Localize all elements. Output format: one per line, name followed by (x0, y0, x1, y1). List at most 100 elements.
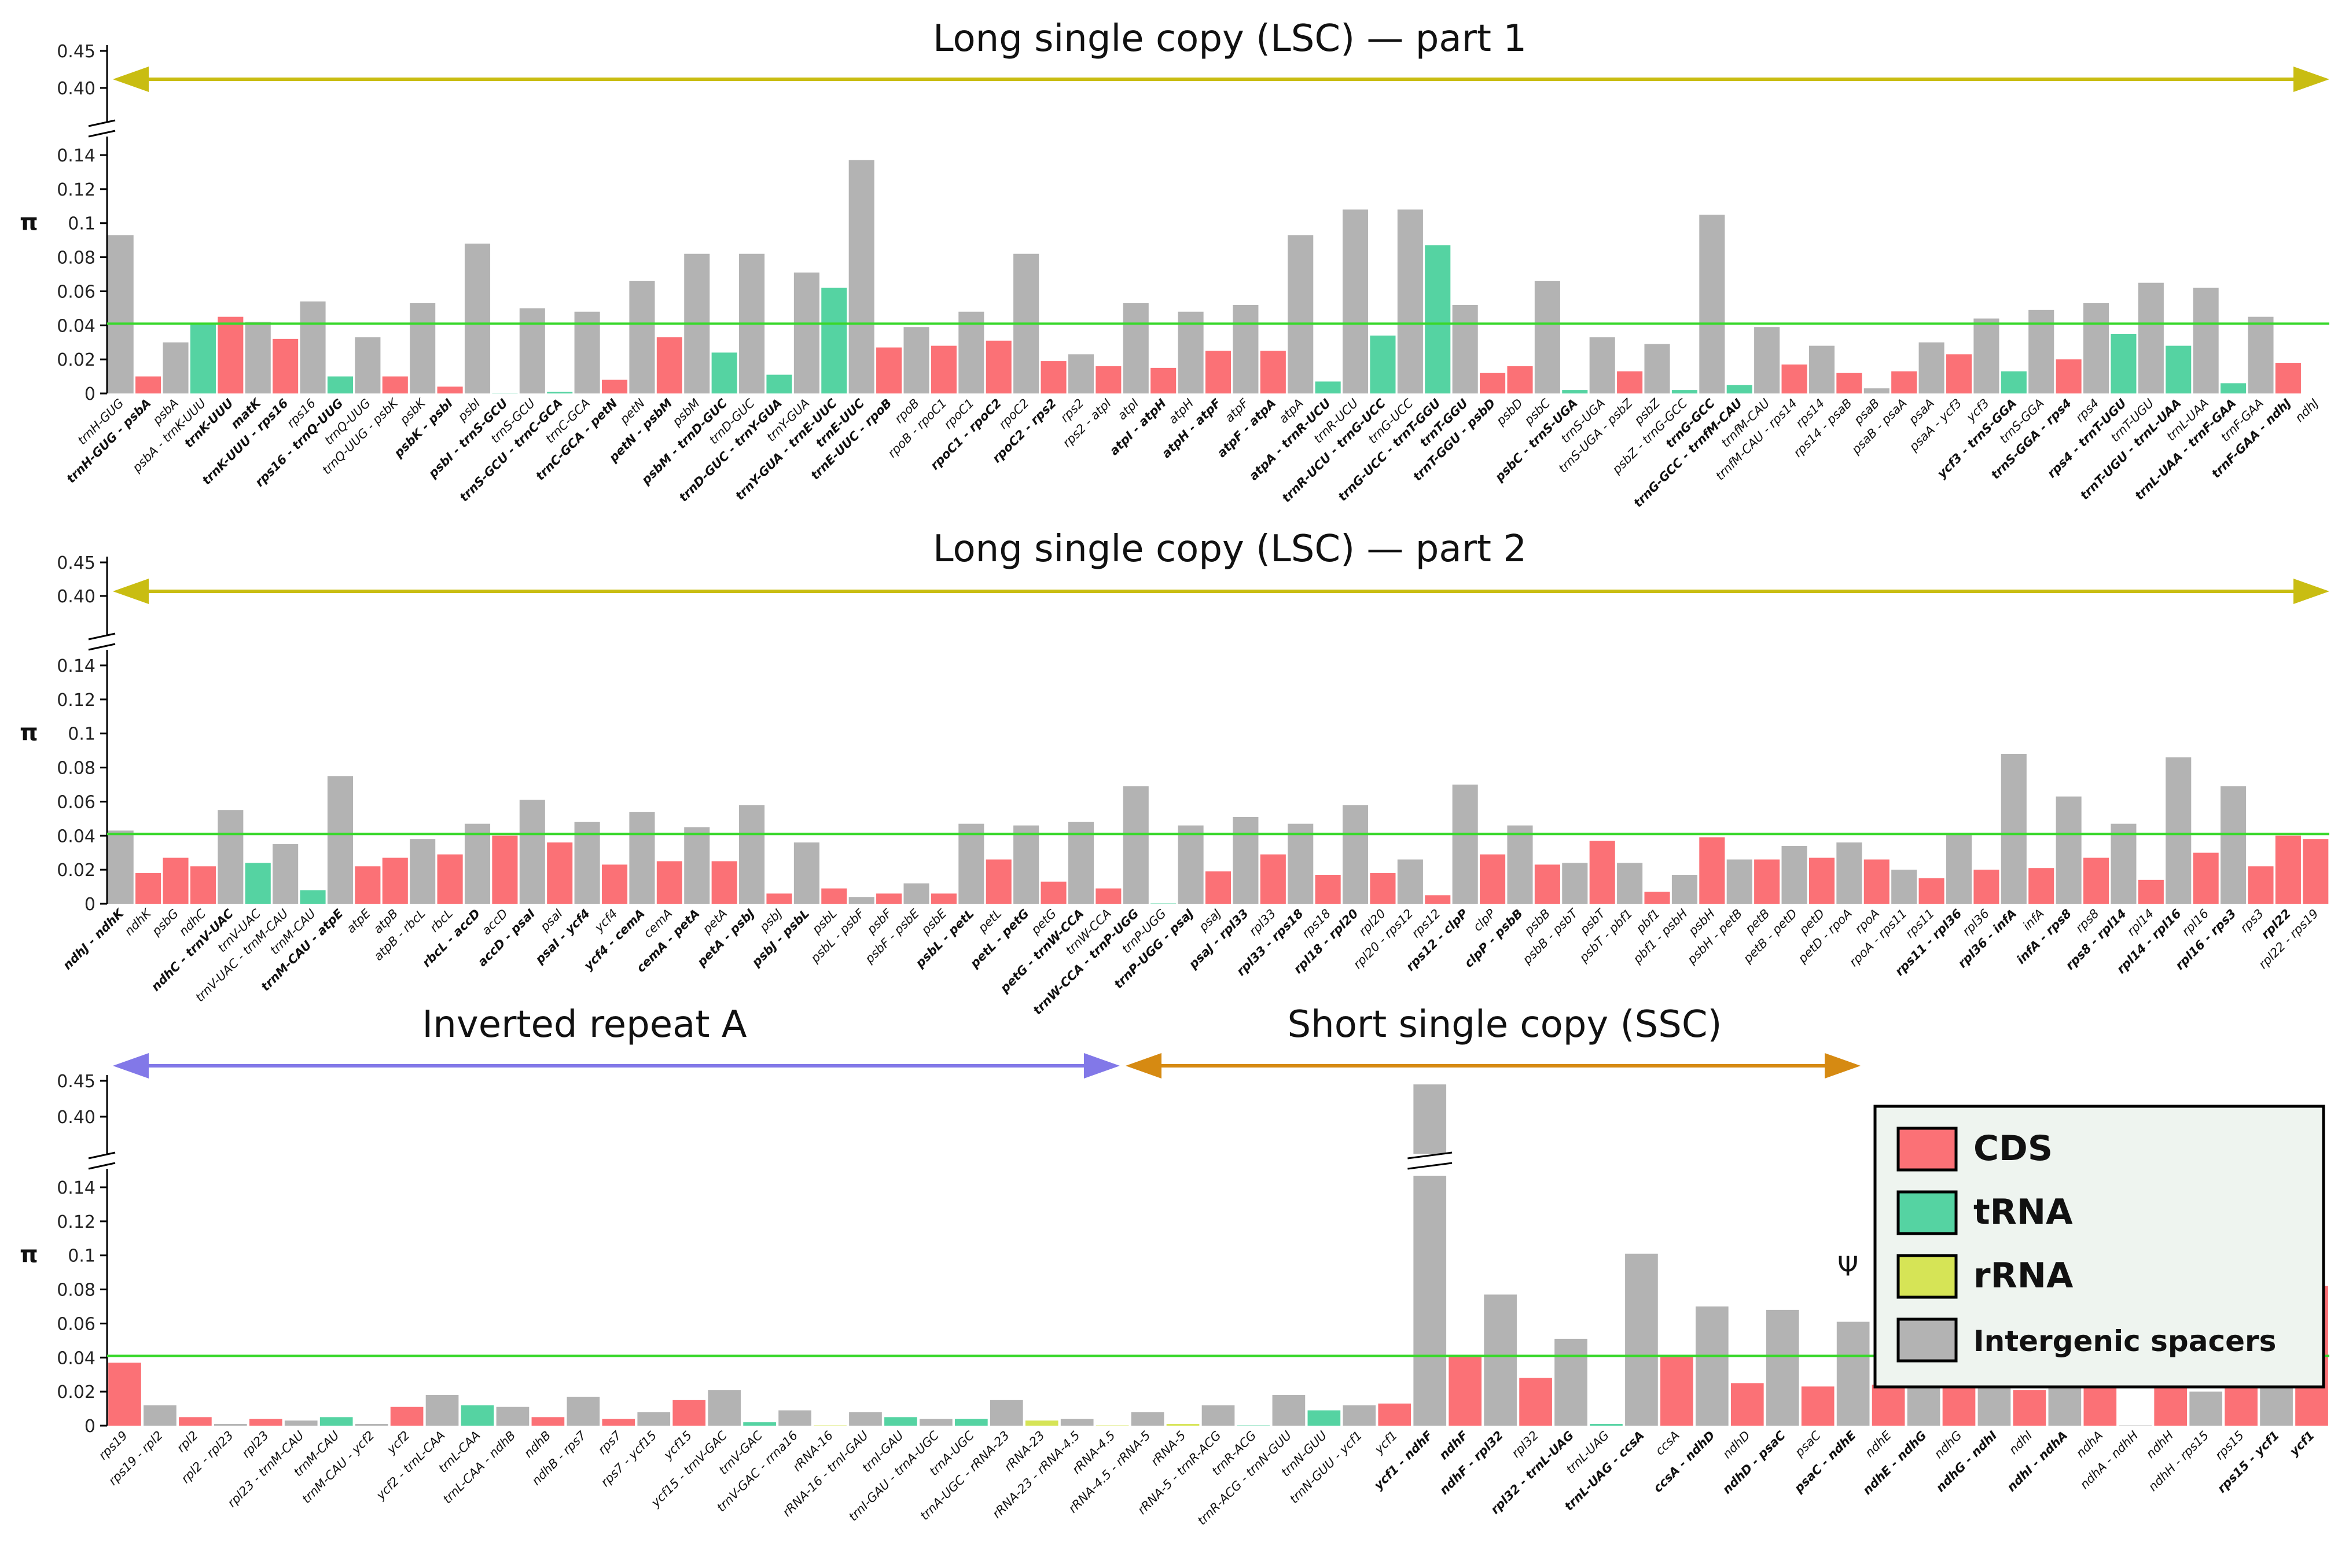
bar-CDS (1946, 354, 1972, 393)
bar-spacer (958, 311, 984, 393)
bar-CDS (355, 866, 381, 904)
x-tick-label: ycf2 (384, 1429, 412, 1457)
bar-tRNA (711, 352, 737, 393)
bar-spacer (1201, 1405, 1235, 1426)
bar-CDS (1260, 351, 1286, 393)
x-tick-label: ndhE - ndhG (1860, 1429, 1929, 1497)
bar-spacer (1413, 1176, 1447, 1426)
bar-tRNA (766, 374, 792, 393)
bar-spacer (519, 800, 545, 904)
bar-spacer (144, 1405, 177, 1426)
x-tick-label: ndhI (2006, 1429, 2035, 1457)
bar-CDS (1096, 888, 1122, 904)
bar-CDS (2193, 852, 2219, 904)
x-tick-label: ccsA (1653, 1429, 1682, 1458)
y-axis-label: π (20, 209, 38, 236)
bar-spacer (1534, 281, 1560, 393)
bar-CDS (2154, 1388, 2188, 1426)
x-tick-label: rps7 (595, 1428, 624, 1457)
bar-spacer (1671, 874, 1697, 904)
bar-spacer (1123, 786, 1149, 904)
bar-CDS (876, 893, 902, 904)
ira-arrow-head-left (113, 1053, 149, 1079)
x-tick-label: psaC - ndhE (1791, 1428, 1859, 1496)
x-tick-label: ndhI - ndhA (2004, 1429, 2070, 1495)
bar-spacer (1068, 822, 1094, 904)
bar-spacer (218, 810, 244, 904)
bar-CDS (931, 345, 957, 393)
panel-1: Long single copy (LSC) — part 1 0 0.02 0.04… (20, 17, 2329, 510)
x-tick-label: ndhD (1720, 1429, 1753, 1462)
bar-CDS (2275, 363, 2301, 393)
ssc-arrow-head-right (1825, 1053, 1861, 1079)
bar-spacer (284, 1420, 318, 1426)
bar-tRNA (319, 1417, 353, 1426)
bar-spacer (2221, 786, 2247, 904)
bar-spacer (793, 273, 819, 393)
bar-spacer (355, 1424, 388, 1426)
x-tick-label: rpl2 (174, 1429, 201, 1455)
bar-CDS (2275, 835, 2301, 904)
x-tick-label: ndhF (1436, 1428, 1471, 1462)
bar-spacer (1836, 1322, 1870, 1426)
bar-CDS (190, 866, 216, 904)
bar-CDS (273, 338, 299, 393)
bar-spacer (2083, 303, 2109, 393)
x-tick-label: ndhA (2074, 1429, 2105, 1460)
bar-spacer (1766, 1309, 1799, 1426)
bar-spacer (778, 1410, 811, 1426)
x-tick-label: ndhJ (2292, 396, 2321, 425)
y-tick-label: 0.04 (57, 316, 95, 336)
bar-CDS (1660, 1356, 1693, 1426)
bar-rRNA (1025, 1420, 1058, 1426)
bar-CDS (1378, 1403, 1411, 1426)
bars (108, 754, 2329, 904)
bar-CDS (656, 337, 682, 393)
y-axis-label: π (20, 720, 38, 746)
bar-tRNA (743, 1422, 776, 1426)
bar-spacer (1342, 209, 1369, 393)
x-tick-label: ndhE (1862, 1428, 1894, 1460)
bar-CDS (1973, 870, 1999, 904)
bar-CDS (1617, 371, 1643, 393)
y-tick-label: 0.40 (57, 1107, 95, 1128)
y-tick-label: 0.08 (57, 759, 95, 779)
bar-CDS (1480, 854, 1506, 904)
bar-spacer (574, 311, 600, 393)
bar-CDS (821, 888, 847, 904)
bar-CDS (2138, 879, 2164, 904)
bar-spacer (273, 844, 299, 904)
bar-CDS (2248, 866, 2274, 904)
bar-spacer (1397, 209, 1423, 393)
pseudogene-marker: Ψ (1837, 1251, 1858, 1282)
y-tick-label: 0.12 (57, 1212, 95, 1232)
bar-spacer (1068, 354, 1094, 393)
bar-CDS (108, 1363, 141, 1426)
bar-spacer (1452, 785, 1478, 904)
bar-CDS (135, 873, 161, 904)
lsc-arrow-head-right (2293, 67, 2329, 92)
bar-spacer (1233, 304, 1259, 393)
bar-spacer (1754, 327, 1780, 393)
bar-CDS (1150, 367, 1177, 393)
y-tick-label: 0.06 (57, 1314, 95, 1334)
x-tick-label: ndhG - ndhI (1933, 1428, 2000, 1495)
bar-CDS (1836, 373, 1862, 393)
bar-spacer (1484, 1294, 1517, 1426)
ira-arrow-head-right (1084, 1053, 1120, 1079)
axis-break-mark (88, 1151, 116, 1160)
x-tick-label: psaC (1792, 1428, 1824, 1460)
bar-tRNA (1590, 1424, 1623, 1426)
bar-tRNA (2001, 371, 2027, 393)
bar-spacer (2001, 754, 2027, 904)
bar-spacer (1863, 388, 1890, 393)
bar-spacer (1973, 318, 1999, 393)
bar-spacer-upper (1413, 1084, 1447, 1154)
bar-spacer (1178, 311, 1204, 393)
y-tick-label: 0.06 (57, 792, 95, 812)
bar-spacer (1625, 1253, 1658, 1426)
y-tick-label: 0.12 (57, 180, 95, 200)
bar-spacer (629, 281, 655, 393)
